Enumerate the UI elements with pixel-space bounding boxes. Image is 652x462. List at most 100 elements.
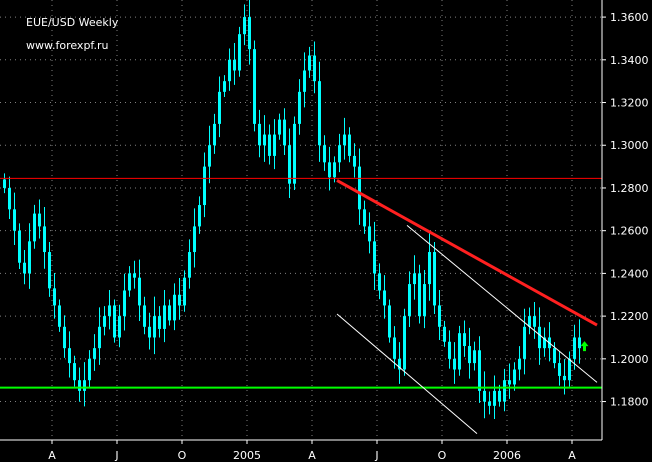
- candle-body: [73, 363, 76, 381]
- y-tick-label: 1.2000: [610, 353, 649, 366]
- candle-body: [453, 358, 456, 370]
- candle-body: [458, 333, 461, 370]
- candle-body: [58, 305, 61, 327]
- candle-body: [493, 390, 496, 406]
- candle-body: [438, 305, 441, 327]
- candle-body: [248, 17, 251, 50]
- candle-body: [538, 326, 541, 349]
- candle-body: [228, 59, 231, 82]
- candle-body: [398, 358, 401, 370]
- candle-body: [573, 337, 576, 359]
- candle-body: [423, 284, 426, 317]
- candle-body: [3, 179, 6, 188]
- candle-body: [88, 358, 91, 381]
- candle-body: [328, 162, 331, 178]
- candle-body: [48, 252, 51, 289]
- candle-body: [528, 316, 531, 327]
- candle-body: [563, 375, 566, 381]
- candle-body: [178, 294, 181, 306]
- candle-body: [173, 294, 176, 321]
- candle-body: [498, 390, 501, 402]
- candle-body: [388, 305, 391, 338]
- candle-body: [558, 363, 561, 376]
- candle-body: [118, 316, 121, 338]
- candle-body: [148, 326, 151, 338]
- candle-body: [213, 123, 216, 146]
- channel-lower-line: [336, 313, 478, 434]
- candle-body: [373, 241, 376, 274]
- candle-body: [283, 119, 286, 146]
- candle-body: [158, 316, 161, 329]
- candle-body: [238, 34, 241, 71]
- candle-body: [53, 288, 56, 306]
- candle-body: [333, 162, 336, 178]
- candle-body: [428, 252, 431, 285]
- candle-body: [28, 241, 31, 274]
- candle-body: [268, 134, 271, 156]
- candle-body: [553, 348, 556, 364]
- candle-body: [223, 81, 226, 92]
- candle-body: [203, 166, 206, 206]
- candle-body: [508, 380, 511, 385]
- candle-body: [408, 284, 411, 317]
- candle-body: [233, 59, 236, 71]
- candle-body: [368, 226, 371, 242]
- candle-body: [288, 145, 291, 184]
- candle-body: [153, 316, 156, 338]
- x-tick-label: 2006: [493, 449, 521, 462]
- candle-body: [68, 348, 71, 364]
- candle-body: [108, 305, 111, 317]
- candle-body: [488, 401, 491, 406]
- candle-body: [323, 145, 326, 163]
- grid: [0, 0, 602, 440]
- candle-body: [98, 326, 101, 349]
- candle-body: [443, 326, 446, 342]
- x-tick-label: 2005: [233, 449, 261, 462]
- candle-body: [63, 326, 66, 349]
- x-tick-label: J: [114, 449, 118, 462]
- chart-title: EUE/USD Weekly: [26, 16, 119, 29]
- candle-body: [393, 337, 396, 359]
- candle-body: [448, 341, 451, 359]
- candle-body: [193, 226, 196, 253]
- candle-body: [513, 369, 516, 385]
- candle-body: [353, 155, 356, 167]
- candle-body: [123, 290, 126, 317]
- candle-body: [543, 337, 546, 349]
- candle-body: [463, 333, 466, 347]
- candle-body: [468, 346, 471, 364]
- candle-body: [338, 145, 341, 163]
- candle-body: [343, 134, 346, 146]
- candles: [3, 0, 581, 420]
- candle-body: [163, 305, 166, 329]
- candle-body: [578, 337, 581, 349]
- y-tick-label: 1.2400: [610, 267, 649, 280]
- candle-body: [478, 350, 481, 391]
- channel-upper-line: [406, 224, 598, 383]
- candle-body: [78, 380, 81, 391]
- candle-body: [313, 55, 316, 82]
- candle-body: [43, 226, 46, 253]
- candle-body: [208, 145, 211, 167]
- candle-body: [278, 119, 281, 135]
- y-tick-label: 1.3400: [610, 54, 649, 67]
- candle-body: [168, 305, 171, 321]
- candle-body: [293, 123, 296, 184]
- y-tick-label: 1.2600: [610, 225, 649, 238]
- x-tick-label: J: [374, 449, 378, 462]
- candle-body: [533, 316, 536, 327]
- candle-body: [308, 55, 311, 71]
- candle-body: [303, 70, 306, 92]
- y-tick-label: 1.3200: [610, 97, 649, 110]
- downtrend-line: [336, 179, 598, 327]
- candle-body: [378, 273, 381, 291]
- candle-body: [503, 380, 506, 402]
- candle-body: [8, 187, 11, 210]
- candle-body: [403, 316, 406, 370]
- candle-body: [413, 273, 416, 285]
- candle-body: [258, 123, 261, 146]
- y-tick-label: 1.3000: [610, 139, 649, 152]
- candle-body: [568, 358, 571, 381]
- candle-body: [33, 213, 36, 242]
